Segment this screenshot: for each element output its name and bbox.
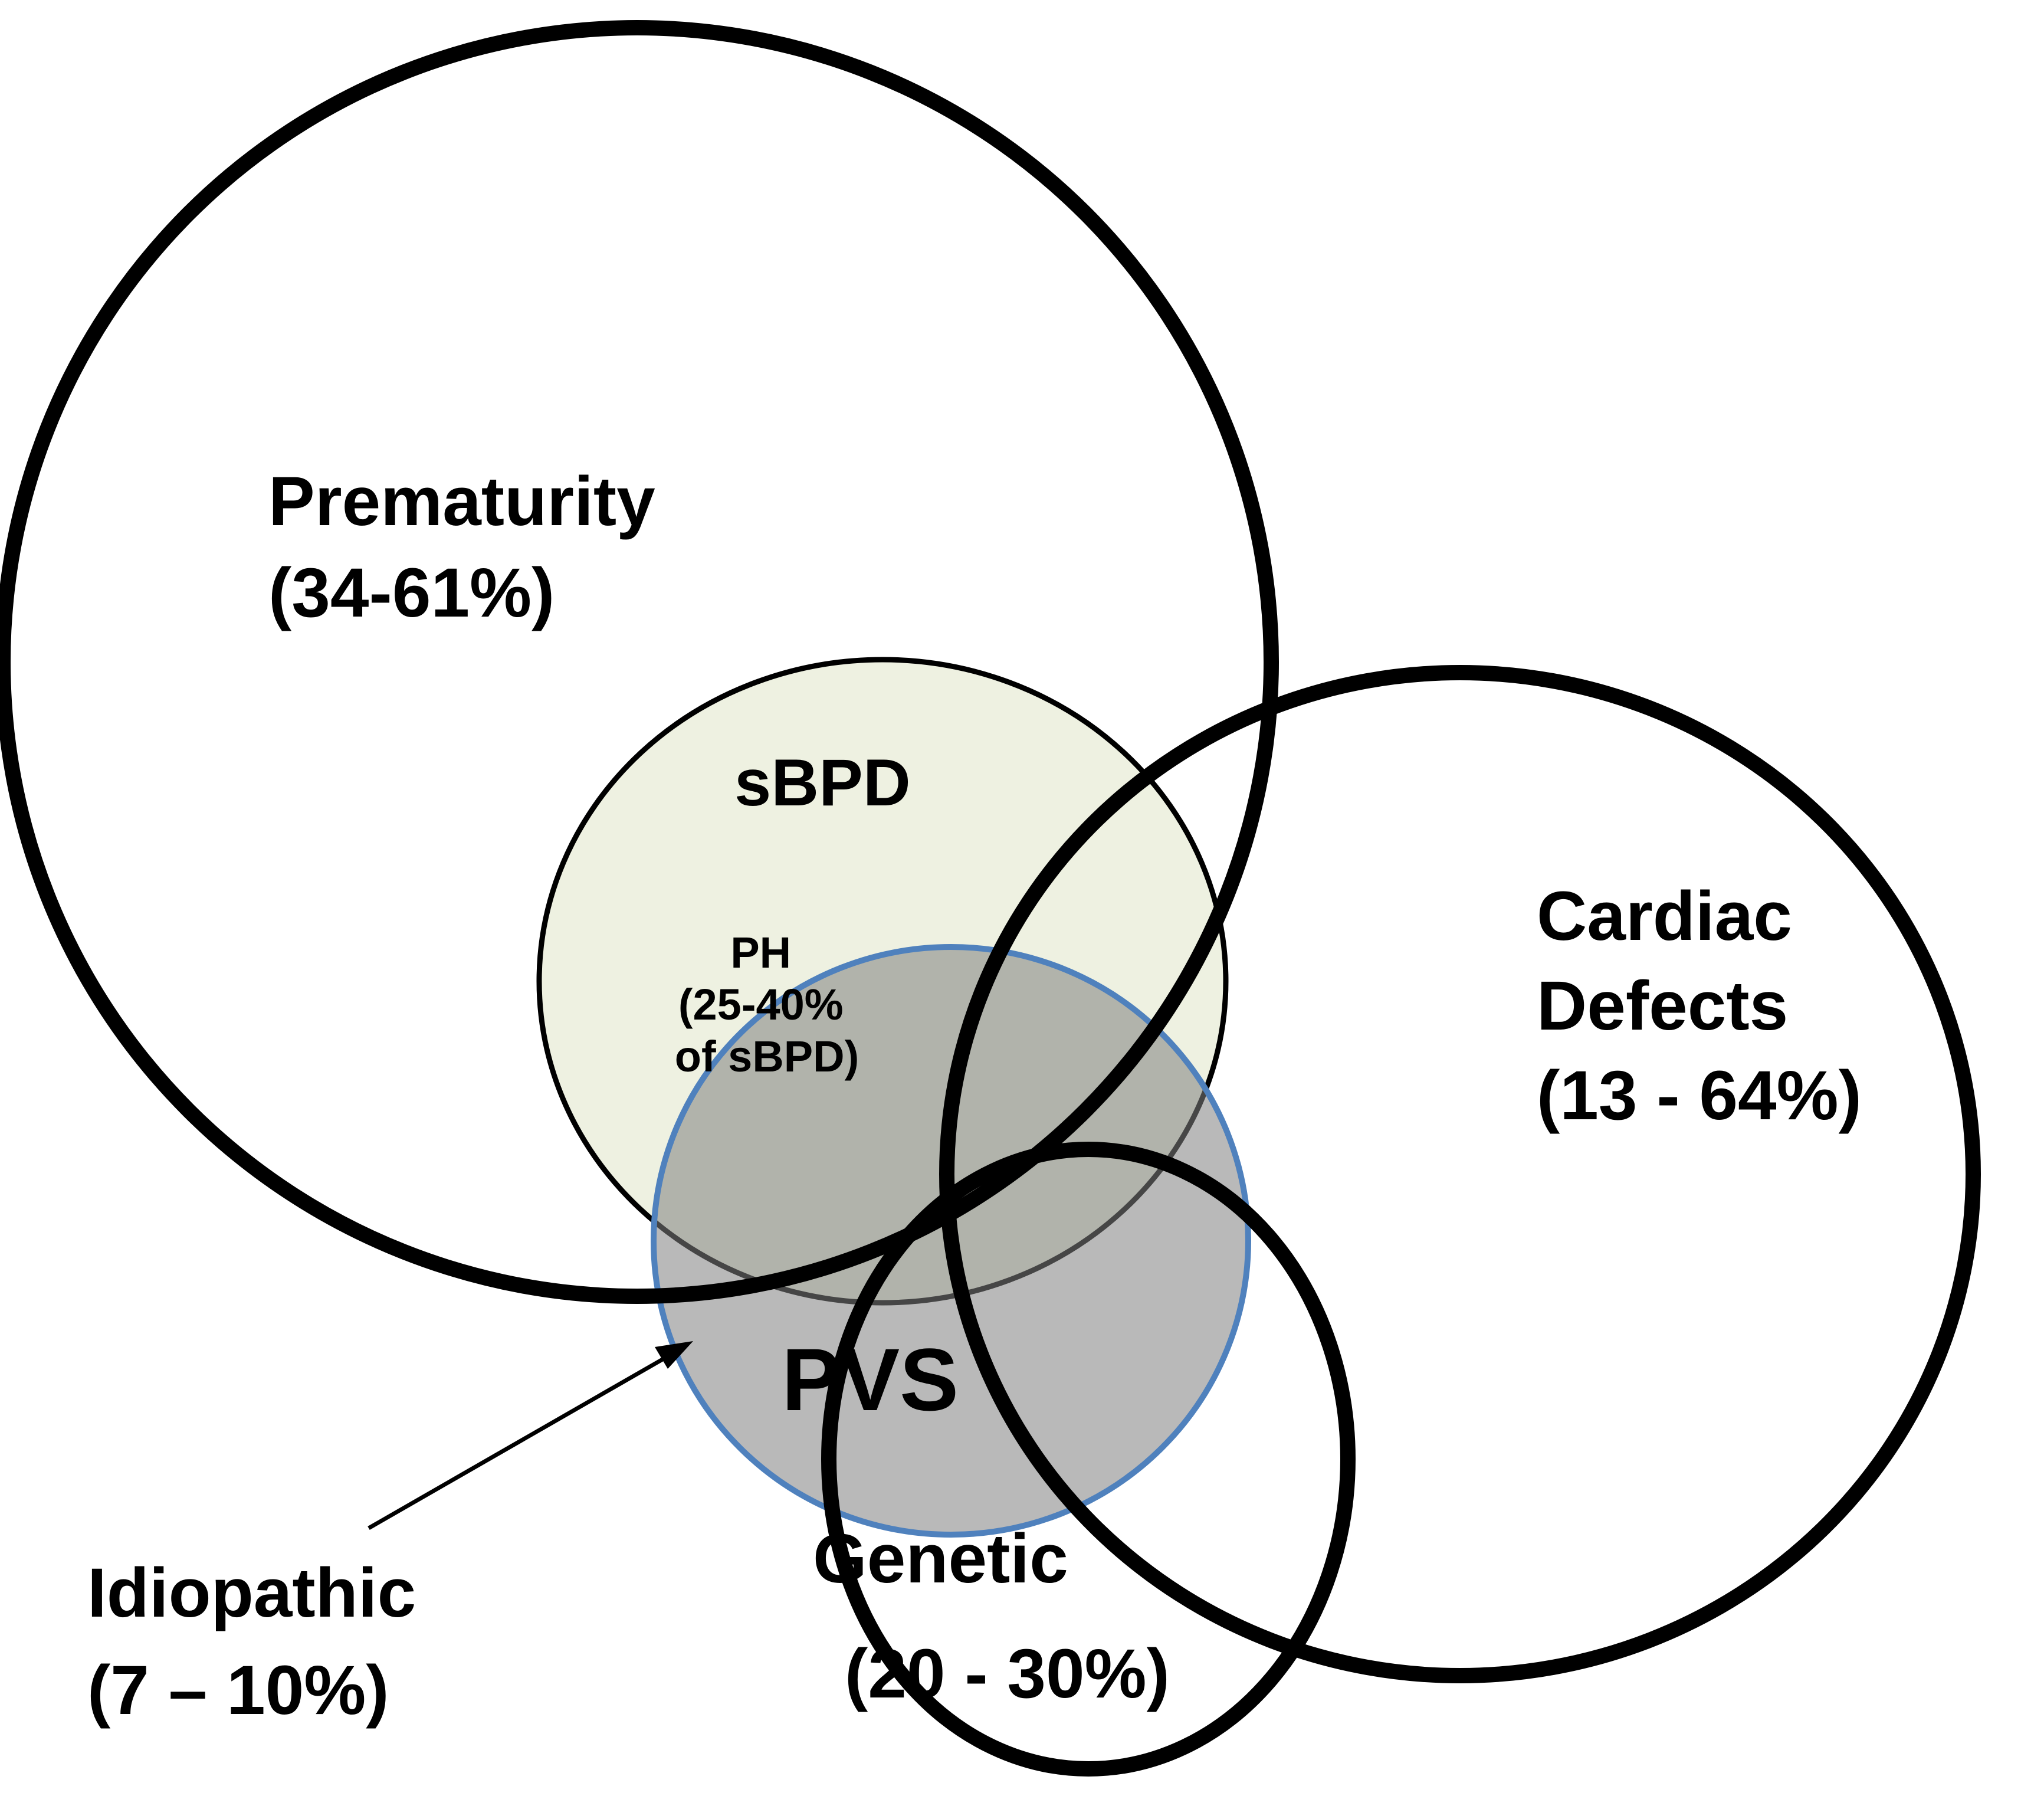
cardiac-defects-label: Cardiac Defects (13 - 64%)	[1537, 877, 1862, 1135]
ph-label-line: (25-40%	[678, 980, 844, 1029]
ph-label-line: PH	[730, 928, 791, 977]
prematurity-circle	[0, 20, 1279, 1304]
cardiac-defects-label-line: Cardiac	[1537, 877, 1792, 955]
idiopathic-label-line: (7 – 10%)	[87, 1651, 389, 1729]
pvs-label: PVS	[782, 1330, 959, 1429]
idiopathic-arrow-line	[368, 1355, 668, 1530]
cardiac-defects-label-line: Defects	[1537, 967, 1788, 1045]
ph-label: PH (25-40% of sBPD)	[675, 928, 859, 1081]
ph-label-line: of sBPD)	[675, 1032, 859, 1081]
prematurity-label: Prematurity (34-61%)	[268, 463, 675, 632]
pvs-label-line: PVS	[782, 1330, 959, 1429]
idiopathic-arrow-head	[655, 1341, 693, 1369]
cardiac-defects-ellipse	[939, 665, 1981, 1683]
genetic-label-line: Genetic	[813, 1520, 1068, 1598]
prematurity-label-line: (34-61%)	[268, 554, 555, 632]
sbpd-label-line: sBPD	[734, 746, 911, 820]
prematurity-label-line: Prematurity	[268, 463, 655, 540]
idiopathic-label: Idiopathic (7 – 10%)	[87, 1554, 435, 1729]
cardiac-defects-label-line: (13 - 64%)	[1537, 1057, 1862, 1135]
sbpd-label: sBPD	[734, 746, 911, 820]
genetic-label: Genetic (20 - 30%)	[813, 1520, 1170, 1713]
idiopathic-label-line: Idiopathic	[87, 1554, 416, 1632]
genetic-label-line: (20 - 30%)	[845, 1635, 1170, 1713]
genetic-ellipse	[821, 1142, 1356, 1777]
